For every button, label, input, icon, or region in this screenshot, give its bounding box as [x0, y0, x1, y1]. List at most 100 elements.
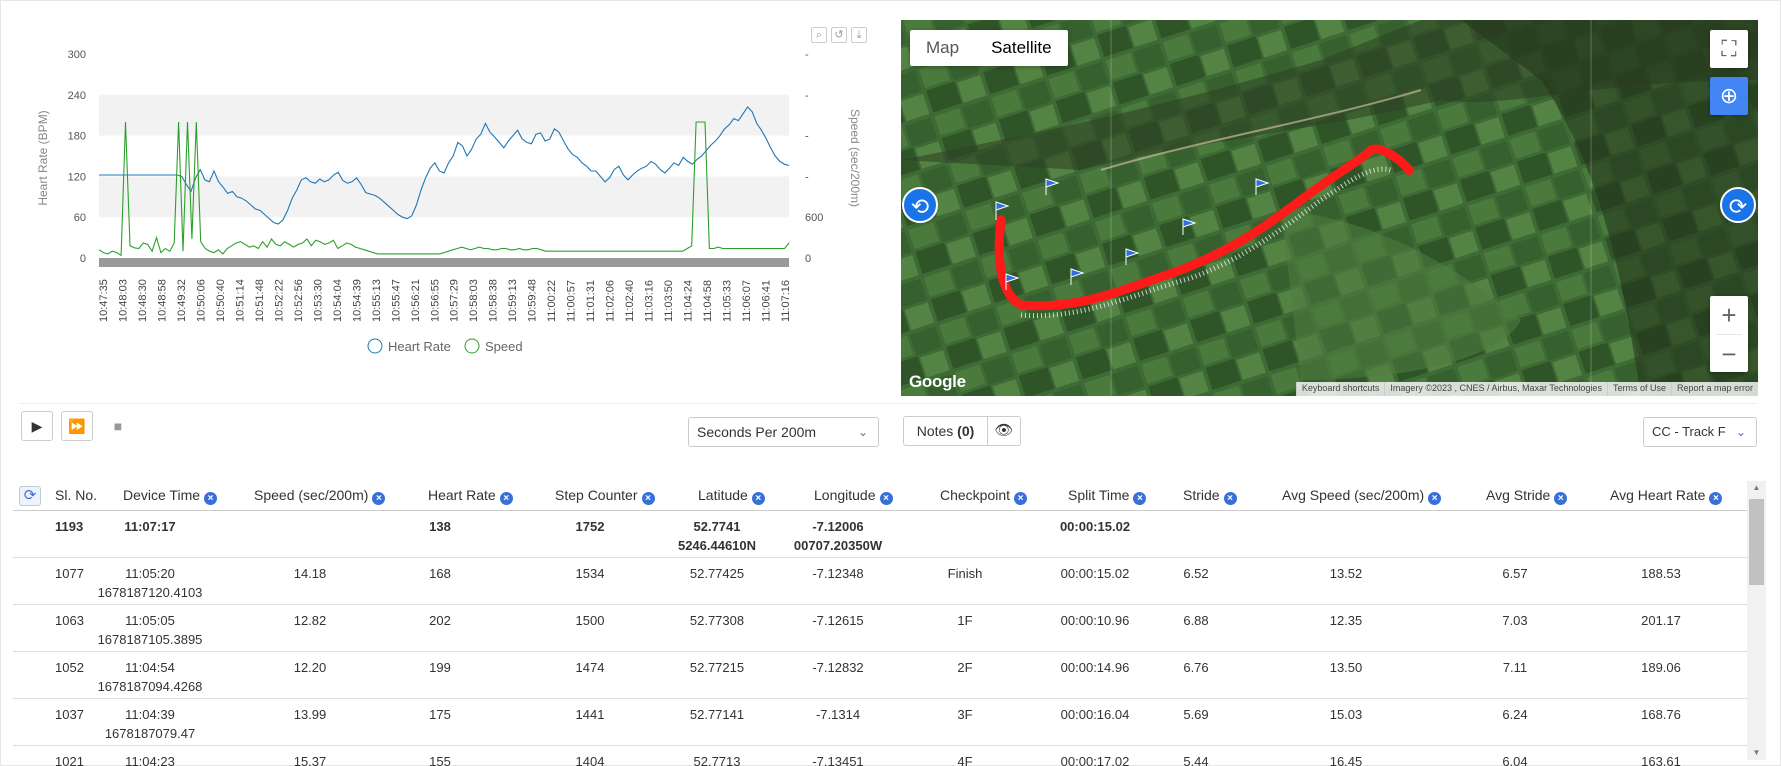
table-cell: 155	[429, 754, 451, 766]
legend-label[interactable]: Speed	[485, 339, 523, 354]
x-tick-label: 10:48:30	[137, 279, 149, 322]
scroll-down-arrow[interactable]: ▼	[1752, 748, 1761, 757]
rotate-left-button[interactable]: ⟲	[902, 187, 938, 223]
chart-band	[99, 176, 789, 218]
y-left-tick: 120	[68, 171, 86, 183]
eye-icon[interactable]: 👁	[994, 422, 1014, 439]
column-header[interactable]: Avg Heart Rate ×	[1610, 481, 1723, 511]
zoom-in-button[interactable]: +	[1721, 300, 1737, 330]
table-cell: 13.50	[1329, 660, 1363, 675]
table-row[interactable]: 1021 11:04:23 15.37 155 1404 52.7713 -7.13451 4…	[13, 746, 1747, 766]
table-scrollbar[interactable]: ▲ ▼	[1747, 481, 1766, 760]
play-button[interactable]: ▶	[21, 411, 53, 441]
zoom-icon[interactable]: ⌕	[811, 27, 827, 43]
column-header[interactable]: Heart Rate ×	[428, 481, 513, 511]
table-row[interactable]: 1037 11:04:39 1678187079.47 13.99 175 1441 52.…	[13, 699, 1747, 746]
x-tick-label: 11:03:16	[644, 280, 656, 322]
remove-column-icon[interactable]: ×	[641, 492, 655, 505]
fast-forward-button[interactable]: ⏩	[61, 411, 93, 441]
time-axis-bar	[99, 258, 789, 267]
track-value: CC - Track F	[1652, 424, 1726, 439]
x-tick-label: 10:47:35	[98, 279, 110, 322]
terms-link[interactable]: Terms of Use	[1606, 382, 1671, 396]
speed-unit-select[interactable]: Seconds Per 200m ⌄	[688, 417, 879, 447]
remove-column-icon[interactable]: ×	[879, 492, 893, 505]
table-row[interactable]: 1052 11:04:54 1678187094.4268 12.20 199 1474 5…	[13, 652, 1747, 699]
table-cell: -7.13451	[812, 754, 864, 766]
remove-column-icon[interactable]: ×	[204, 492, 218, 505]
table-cell: 5.44	[1183, 754, 1209, 766]
table-cell: 1193	[55, 519, 84, 534]
chevron-down-icon: ⌄	[857, 425, 868, 439]
remove-column-icon[interactable]: ×	[372, 492, 386, 505]
column-header[interactable]: Avg Speed (sec/200m) ×	[1282, 481, 1442, 511]
legend-swatch[interactable]	[367, 338, 383, 354]
remove-column-icon[interactable]: ×	[499, 492, 513, 505]
x-tick-label: 10:58:38	[488, 279, 500, 322]
scroll-up-arrow[interactable]: ▲	[1752, 483, 1761, 492]
x-tick-label: 10:58:03	[468, 279, 480, 322]
rotate-right-button[interactable]: ⟳	[1720, 187, 1756, 223]
column-header[interactable]: Device Time ×	[123, 481, 218, 511]
column-header[interactable]: Longitude ×	[814, 481, 893, 511]
remove-column-icon[interactable]: ×	[1709, 492, 1723, 505]
satellite-tab[interactable]: Satellite	[991, 38, 1052, 57]
table-cell: 16.45	[1329, 754, 1363, 766]
table-cell: -7.12832	[812, 660, 864, 675]
remove-column-icon[interactable]: ×	[1014, 492, 1028, 505]
table-cell: 11:04:39 1678187079.47	[104, 707, 196, 741]
fullscreen-button[interactable]: ⛶	[1710, 30, 1748, 68]
column-header[interactable]: Avg Stride ×	[1486, 481, 1568, 511]
x-tick-label: 11:03:50	[663, 280, 675, 322]
scroll-thumb[interactable]	[1749, 499, 1764, 585]
table-cell: 11:05:05 1678187105.3895	[97, 613, 203, 647]
x-tick-label: 10:56:21	[410, 279, 422, 322]
notes-button[interactable]: Notes (0)	[904, 417, 988, 445]
download-icon[interactable]: ⤓	[851, 27, 867, 43]
legend-label[interactable]: Heart Rate	[388, 339, 451, 354]
column-header[interactable]: Stride ×	[1183, 481, 1237, 511]
reset-zoom-icon[interactable]: ↺	[831, 27, 847, 43]
remove-column-icon[interactable]: ×	[1554, 492, 1568, 505]
report-error-link[interactable]: Report a map error	[1670, 382, 1758, 396]
table-cell: 4F	[957, 754, 973, 766]
table-cell: 11:04:54 1678187094.4268	[97, 660, 203, 694]
table-cell: 00:00:15.02	[1059, 519, 1131, 534]
remove-column-icon[interactable]: ×	[1223, 492, 1237, 505]
table-body: 1193 11:07:17 138 1752 52.7741 5246.44610N -7.…	[13, 511, 1747, 766]
x-tick-label: 11:07:16	[780, 280, 792, 322]
table-cell: 1037	[55, 707, 84, 722]
legend-swatch[interactable]	[464, 338, 480, 354]
keyboard-shortcuts-link[interactable]: Keyboard shortcuts	[1295, 382, 1385, 396]
table-cell: 175	[429, 707, 451, 722]
table-row[interactable]: 1077 11:05:20 1678187120.4103 14.18 168 1534 5…	[13, 558, 1747, 605]
table-row[interactable]: 1063 11:05:05 1678187105.3895 12.82 202 1500 5…	[13, 605, 1747, 652]
table-cell: 13.52	[1329, 566, 1363, 581]
column-header[interactable]: Step Counter ×	[555, 481, 655, 511]
remove-column-icon[interactable]: ×	[1428, 492, 1442, 505]
column-header[interactable]: Sl. No.	[55, 487, 98, 503]
table-cell: 11:04:23	[125, 754, 175, 766]
table-cell: 6.52	[1183, 566, 1209, 581]
table-row[interactable]: 1193 11:07:17 138 1752 52.7741 5246.44610N -7.…	[13, 511, 1747, 558]
column-header[interactable]: Speed (sec/200m) ×	[254, 481, 386, 511]
refresh-icon[interactable]: ⟳	[19, 486, 41, 506]
y-right-label: Speed (sec/200m)	[848, 109, 862, 207]
remove-column-icon[interactable]: ×	[751, 492, 765, 505]
table-cell: 00:00:16.04	[1060, 707, 1130, 722]
stop-button[interactable]: ■	[102, 411, 134, 441]
locate-button[interactable]: ⊕	[1710, 77, 1748, 115]
x-tick-label: 10:53:30	[312, 279, 324, 322]
x-tick-label: 10:48:58	[156, 279, 168, 322]
track-select[interactable]: CC - Track F ⌄	[1643, 417, 1757, 447]
column-header[interactable]: Split Time ×	[1068, 481, 1147, 511]
zoom-out-button[interactable]: −	[1721, 339, 1737, 369]
x-tick-label: 10:51:48	[254, 279, 266, 322]
map-view[interactable]: Map Satellite ⛶ ⊕ ⟲ ⟳ + − Google Keyboar…	[901, 20, 1758, 396]
map-tab[interactable]: Map	[926, 38, 960, 57]
column-header[interactable]: Latitude ×	[698, 481, 765, 511]
column-header[interactable]: Checkpoint ×	[940, 481, 1028, 511]
table-cell: 52.77215	[689, 660, 745, 675]
x-tick-label: 11:02:40	[624, 280, 636, 322]
remove-column-icon[interactable]: ×	[1133, 492, 1147, 505]
